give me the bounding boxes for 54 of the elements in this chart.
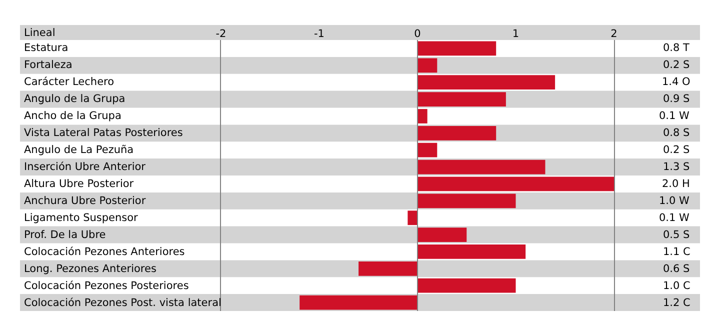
bar [418,142,438,158]
x-tick-label: -1 [314,28,324,40]
text: 0.8 T [663,42,690,54]
y-tick-label: Anchura Ubre Posterior [24,195,146,207]
text: 1.0 W [659,195,690,207]
y-tick-label: Ligamento Suspensor [24,212,139,224]
y-tick-label: Colocación Pezones Post. vista lateral [24,297,222,309]
bar [418,75,556,90]
y-tick-label: Colocación Pezones Posteriores [24,280,189,292]
text: 0.5 S [663,229,690,241]
text: 0.6 S [663,263,690,275]
text: 0.2 S [663,59,690,71]
y-tick-label: Fortaleza [24,59,72,71]
x-tick-label: 1 [512,28,520,40]
y-tick-label: Colocación Pezones Anteriores [24,246,185,258]
y-tick-label: Angulo de La Pezuña [24,144,134,156]
text: 1.4 O [662,76,690,88]
x-tick-label: -2 [216,28,226,40]
y-tick-label: Ancho de la Grupa [24,110,122,122]
text: 1.1 C [663,246,690,258]
bar [418,58,438,73]
y-tick-label: Carácter Lechero [24,76,114,88]
y-tick-label: Vista Lateral Patas Posteriores [24,127,183,139]
x-tick-label: 2 [610,28,618,40]
y-axis-title: Lineal [24,27,56,39]
bar [408,210,418,226]
y-tick-label: Long. Pezones Anteriores [24,263,156,275]
bar [418,228,467,242]
y-tick-label: Angulo de la Grupa [24,93,126,105]
text: 0.8 S [663,127,690,139]
x-tick-label: 0 [414,28,421,40]
text: 1.0 C [663,280,690,292]
bar [300,295,418,310]
text: 0.1 W [659,212,690,224]
bar [358,261,418,276]
bar [418,126,496,140]
bar [418,278,516,293]
bar [418,109,428,124]
bar [418,194,516,208]
y-tick-label: Altura Ubre Posterior [24,178,134,190]
text: 0.1 W [659,110,690,122]
text: 0.2 S [663,144,690,156]
text: 0.9 S [663,93,690,105]
y-tick-label: Inserción Ubre Anterior [24,161,146,173]
text: 1.2 C [663,297,690,309]
bar [418,160,546,174]
bar [418,176,614,192]
bar [418,92,506,106]
text: 2.0 H [662,178,690,190]
y-tick-label: Prof. De la Ubre [24,229,106,241]
y-tick-label: Estatura [24,42,68,54]
bar [418,41,496,56]
bar [418,244,526,259]
text: 1.3 S [663,161,690,173]
